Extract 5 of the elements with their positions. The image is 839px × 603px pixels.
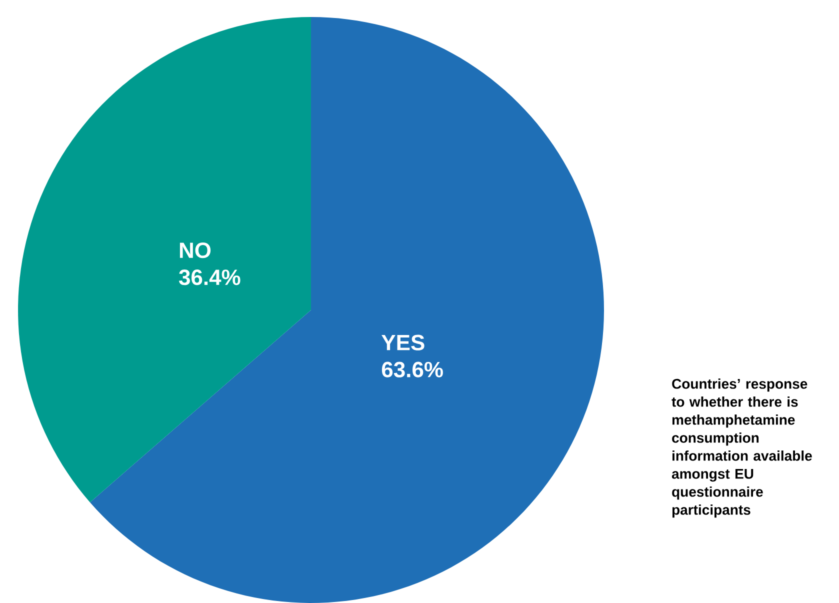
data-label: 63.6% (382, 362, 443, 378)
data-label: 36.4% (178, 270, 240, 286)
slice-label: NO (180, 242, 211, 258)
slice-label: YES (382, 334, 424, 350)
text: Countries’ response to whether there is methamphetamine consumption information available amongst EU questionnaire participants (672, 378, 812, 518)
